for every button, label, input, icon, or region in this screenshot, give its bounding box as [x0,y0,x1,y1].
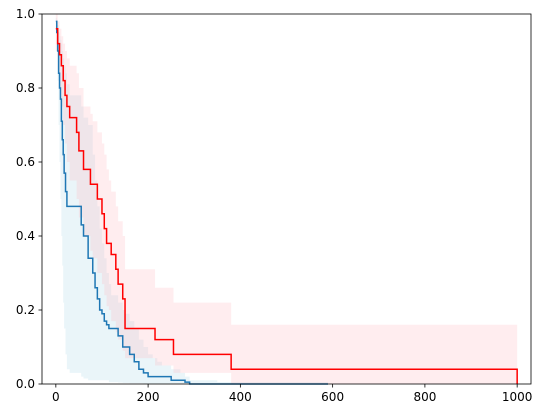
confidence-bands [55,14,518,384]
axes-frame [41,13,532,385]
x-tick-label: 0 [52,390,60,404]
y-tick-label: 0.6 [16,155,35,169]
y-tick-label: 1.0 [16,7,35,21]
x-tick-label: 1000 [502,390,533,404]
x-axis-ticks: 0 200 400 600 800 1000 [52,384,532,404]
y-tick-label: 0.8 [16,81,35,95]
survival-line-series-2 [55,28,518,384]
x-tick-label: 800 [413,390,436,404]
x-tick-label: 200 [137,390,160,404]
survival-lines [55,20,518,385]
y-tick-label: 0.2 [16,303,35,317]
survival-line-series-1 [55,20,329,385]
x-tick-label: 600 [321,390,344,404]
y-axis-ticks: 0.0 0.2 0.4 0.6 0.8 1.0 [16,7,42,391]
y-tick-label: 0.4 [16,229,35,243]
x-tick-label: 400 [229,390,252,404]
ci-band-series-2 [55,14,518,384]
ci-band-series-1 [55,17,329,384]
y-tick-label: 0.0 [16,377,35,391]
